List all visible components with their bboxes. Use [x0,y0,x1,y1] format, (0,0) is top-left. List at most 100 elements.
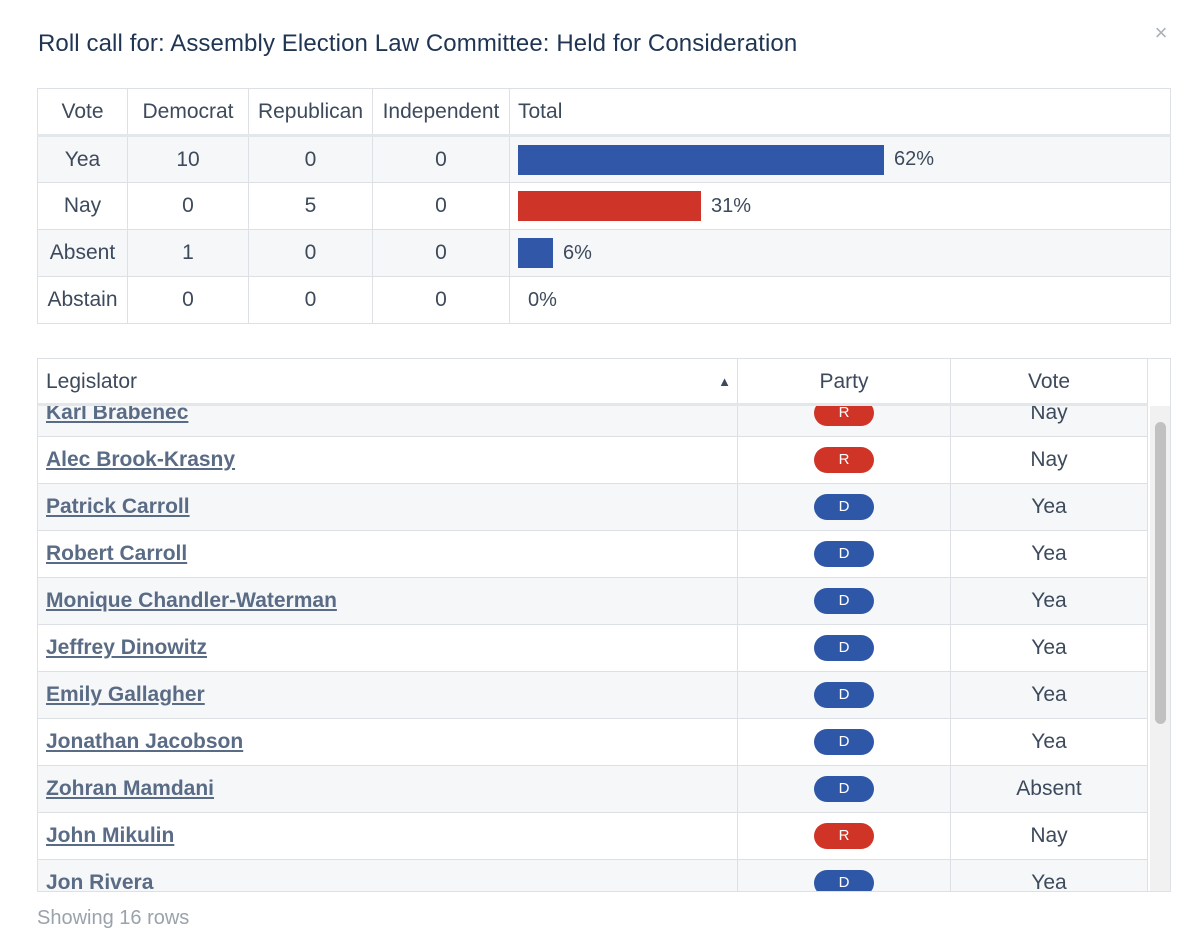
party-cell: D [738,531,951,577]
table-row: Zohran Mamdani D Absent [38,766,1148,813]
summary-republican-cell: 0 [248,276,373,324]
summary-total-cell: 6% [509,229,1171,277]
legislator-link[interactable]: John Mikulin [46,824,175,847]
legislator-link[interactable]: Monique Chandler-Waterman [46,589,337,612]
header-party[interactable]: Party [738,359,951,404]
dialog-title: Roll call for: Assembly Election Law Com… [38,30,798,57]
vote-cell: Nay [951,437,1148,483]
percent-label: 6% [563,241,592,264]
vote-cell: Yea [951,484,1148,530]
summary-republican-cell: 0 [248,229,373,277]
party-badge: D [814,588,874,614]
summary-republican-cell: 5 [248,182,373,230]
percent-label: 31% [711,194,752,217]
summary-democrat-cell: 1 [127,229,249,277]
party-cell: D [738,672,951,718]
scrollbar-thumb[interactable] [1155,422,1166,724]
vote-cell: Nay [951,813,1148,859]
table-row: John Mikulin R Nay [38,813,1148,860]
scrollbar-track[interactable] [1150,406,1170,891]
header-total: Total [509,88,1171,137]
header-independent: Independent [372,88,510,137]
legislator-link[interactable]: Jeffrey Dinowitz [46,636,208,659]
legislator-link[interactable]: Emily Gallagher [46,683,205,706]
legislator-link[interactable]: Jonathan Jacobson [46,730,244,753]
legislator-link[interactable]: Jon Rivera [46,871,154,892]
party-cell: D [738,484,951,530]
vote-cell: Yea [951,578,1148,624]
party-badge: D [814,729,874,755]
vote-cell: Yea [951,719,1148,765]
vote-cell: Yea [951,672,1148,718]
party-badge: D [814,682,874,708]
sort-ascending-icon[interactable]: ▲ [718,374,731,389]
legislator-link[interactable]: Zohran Mamdani [46,777,215,800]
summary-democrat-cell: 0 [127,182,249,230]
summary-total-cell: 62% [509,135,1171,183]
party-cell: D [738,578,951,624]
legislator-cell: Jeffrey Dinowitz [38,625,738,671]
summary-independent-cell: 0 [372,276,510,324]
legislator-link[interactable]: Alec Brook-Krasny [46,448,236,471]
summary-vote-cell: Abstain [37,276,128,324]
party-badge: R [814,447,874,473]
table-row: Monique Chandler-Waterman D Yea [38,578,1148,625]
legislator-link[interactable]: Karl Brabenec [46,401,189,424]
header-legislator[interactable]: Legislator ▲ [38,359,738,404]
row-count-footer: Showing 16 rows [37,907,190,929]
header-democrat: Democrat [127,88,249,137]
summary-independent-cell: 0 [372,229,510,277]
table-row: Jeffrey Dinowitz D Yea [38,625,1148,672]
summary-total-cell: 31% [509,182,1171,230]
header-legislator-label: Legislator [46,370,138,393]
party-badge: D [814,494,874,520]
legislator-link[interactable]: Patrick Carroll [46,495,190,518]
summary-vote-cell: Absent [37,229,128,277]
summary-republican-cell: 0 [248,135,373,183]
table-row: Alec Brook-Krasny R Nay [38,437,1148,484]
legislator-link[interactable]: Robert Carroll [46,542,188,565]
legislator-cell: Karl Brabenec [38,390,738,436]
party-cell: D [738,719,951,765]
vote-summary-table: Vote Democrat Republican Independent Tot… [37,88,1171,324]
legislator-cell: Jon Rivera [38,860,738,892]
table-row: Robert Carroll D Yea [38,531,1148,578]
header-vote: Vote [37,88,128,137]
legislator-table: Karl Brabenec R Nay Alec Brook-Krasny R Nay Pa… [37,358,1171,892]
party-badge: D [814,776,874,802]
party-badge: D [814,541,874,567]
legislator-cell: Jonathan Jacobson [38,719,738,765]
percent-label: 62% [894,148,935,170]
legislator-cell: Robert Carroll [38,531,738,577]
percent-bar [518,144,884,175]
vote-cell: Yea [951,625,1148,671]
percent-bar [518,191,701,221]
table-row: Jon Rivera D Yea [38,860,1148,892]
party-cell: D [738,625,951,671]
table-row: Patrick Carroll D Yea [38,484,1148,531]
party-badge: D [814,870,874,891]
percent-label: 0% [528,288,557,311]
summary-independent-cell: 0 [372,182,510,230]
summary-row: Yea 10 0 0 62% [37,135,1171,183]
party-cell: D [738,860,951,891]
summary-democrat-cell: 10 [127,135,249,183]
vote-cell: Nay [951,390,1148,436]
percent-bar [518,238,553,268]
legislator-cell: Patrick Carroll [38,484,738,530]
vote-cell: Absent [951,766,1148,812]
close-icon[interactable]: × [1154,20,1168,45]
header-vote-column[interactable]: Vote [951,359,1148,404]
party-cell: R [738,437,951,483]
vote-cell: Yea [951,531,1148,577]
summary-header-row: Vote Democrat Republican Independent Tot… [37,88,1171,137]
summary-row: Abstain 0 0 0 0% [37,276,1171,324]
table-row: Emily Gallagher D Yea [38,672,1148,719]
party-cell: R [738,813,951,859]
party-badge: D [814,635,874,661]
party-cell: D [738,766,951,812]
vote-cell: Yea [951,860,1148,891]
summary-vote-cell: Yea [37,135,128,183]
summary-independent-cell: 0 [372,135,510,183]
legislator-cell: Monique Chandler-Waterman [38,578,738,624]
